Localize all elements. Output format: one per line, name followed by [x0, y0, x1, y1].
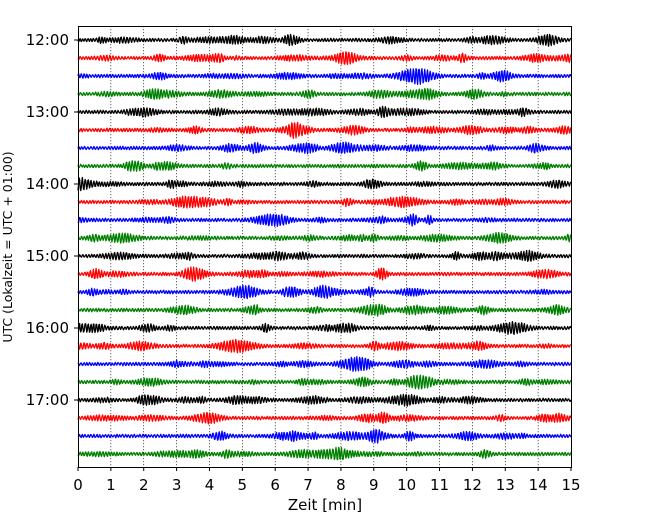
y-tick-label: 13:00 — [26, 103, 69, 121]
seismic-trace — [77, 160, 572, 172]
seismic-trace — [77, 121, 572, 139]
seismic-trace — [77, 231, 572, 244]
seismic-trace — [77, 320, 572, 336]
seismic-trace — [77, 266, 572, 282]
seismic-trace — [77, 411, 572, 425]
x-tick-label: 6 — [270, 476, 280, 494]
seismic-trace — [77, 33, 572, 47]
seismic-trace — [77, 105, 572, 119]
seismic-trace — [77, 213, 572, 227]
y-tick-label: 14:00 — [26, 175, 69, 193]
x-tick-label: 8 — [336, 476, 346, 494]
x-tick-label: 10 — [397, 476, 416, 494]
x-tick-label: 3 — [172, 476, 182, 494]
x-axis-label: Zeit [min] — [288, 496, 362, 514]
y-tick-label: 12:00 — [26, 31, 69, 49]
seismic-trace — [77, 284, 572, 300]
trace-group — [77, 33, 572, 461]
x-tick-label: 4 — [205, 476, 215, 494]
plot-frame — [78, 26, 572, 468]
x-tick-label: 2 — [139, 476, 149, 494]
seismic-trace — [77, 87, 572, 101]
y-axis: 12:00 13:00 14:00 15:00 16:00 17:00 — [26, 31, 78, 409]
y-tick-label: 15:00 — [26, 247, 69, 265]
seismic-trace — [77, 338, 572, 354]
x-tick-label: 14 — [529, 476, 548, 494]
seismic-trace — [77, 68, 572, 86]
y-axis-label: UTC (Lokalzeit = UTC + 01:00) — [0, 151, 15, 342]
y-tick-label: 17:00 — [26, 391, 69, 409]
seismic-trace — [77, 176, 572, 192]
x-tick-label: 13 — [496, 476, 515, 494]
x-tick-label: 7 — [303, 476, 313, 494]
x-tick-label: 0 — [73, 476, 83, 494]
seismic-trace — [77, 195, 572, 209]
x-tick-label: 11 — [430, 476, 449, 494]
x-tick-label: 1 — [106, 476, 116, 494]
y-tick-label: 16:00 — [26, 319, 69, 337]
x-tick-label: 9 — [369, 476, 379, 494]
x-tick-label: 15 — [561, 476, 580, 494]
seismic-trace — [77, 51, 572, 65]
x-tick-label: 12 — [463, 476, 482, 494]
x-axis: 0 1 2 3 4 5 6 7 8 9 10 11 12 13 14 15 — [73, 467, 581, 494]
seismic-trace — [77, 303, 572, 317]
seismic-trace — [77, 429, 572, 444]
seismic-trace — [77, 249, 572, 262]
seismic-trace — [77, 374, 572, 390]
seismic-trace — [77, 355, 572, 372]
seismic-trace — [77, 446, 572, 461]
x-tick-label: 5 — [238, 476, 248, 494]
seismic-trace — [77, 393, 572, 407]
seismic-trace — [77, 141, 572, 155]
